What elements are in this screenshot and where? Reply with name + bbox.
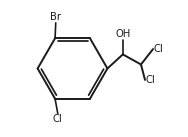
Text: Br: Br	[50, 12, 61, 22]
Text: Cl: Cl	[154, 44, 164, 54]
Text: Cl: Cl	[146, 75, 155, 85]
Text: OH: OH	[115, 29, 130, 39]
Text: Cl: Cl	[53, 114, 63, 124]
